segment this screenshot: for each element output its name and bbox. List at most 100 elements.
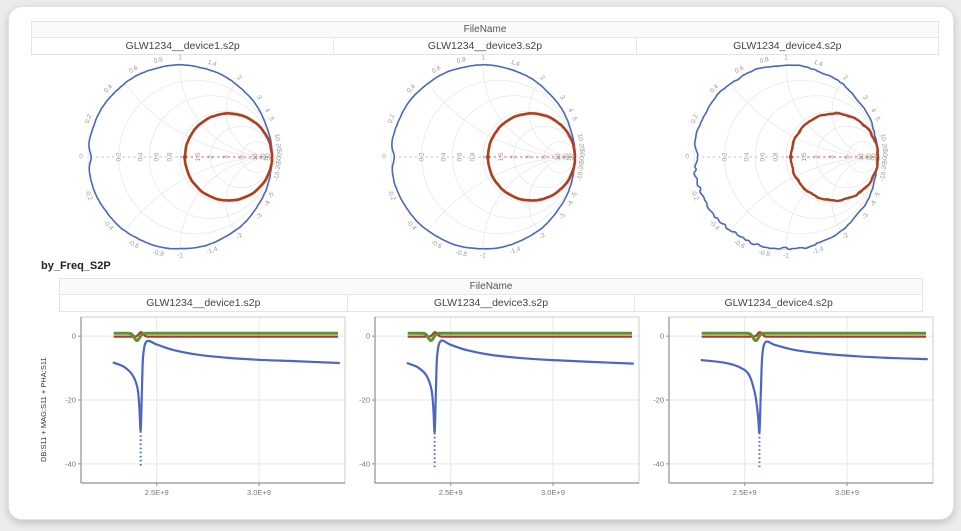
svg-text:-5: -5 (570, 191, 579, 199)
svg-text:0: 0 (660, 332, 664, 341)
svg-text:0: 0 (72, 332, 76, 341)
smith-plot-svg: 00.20.40.60.8 11.42345102050-0.2-0.4-0.6-… (79, 55, 283, 260)
svg-text:1: 1 (784, 55, 788, 62)
svg-text:0.2: 0.2 (115, 152, 122, 161)
svg-text:1.4: 1.4 (207, 59, 218, 69)
svg-text:50: 50 (578, 149, 585, 157)
smith-column-headers: GLW1234__device1.s2p GLW1234__device3.s2… (32, 38, 938, 54)
svg-text:4: 4 (263, 107, 271, 114)
smith-plot-svg: 00.20.40.60.8 11.42345102050-0.2-0.4-0.6-… (685, 55, 889, 260)
freq-column-headers: GLW1234__device1.s2p GLW1234__device3.s2… (60, 295, 922, 311)
svg-text:1: 1 (481, 55, 485, 62)
svg-text:0: 0 (685, 154, 689, 161)
svg-text:0.4: 0.4 (137, 152, 144, 161)
svg-text:-20: -20 (359, 396, 370, 405)
freq-column-device4[interactable]: GLW1234_device4.s2p (724, 297, 833, 309)
smith-column-device4[interactable]: GLW1234_device4.s2p (733, 40, 842, 52)
smith-chart-1[interactable]: 0 0.2 0.4 0.6 0.8 1 1.4 2 3 4 5 10 20 50 -0.2 -0.4 -0.6-… (29, 55, 332, 261)
svg-text:1.5: 1.5 (498, 152, 505, 161)
svg-text:-1.4: -1.4 (509, 246, 522, 256)
smith-column-device1[interactable]: GLW1234__device1.s2p (32, 38, 335, 54)
svg-text:2.5E+9: 2.5E+9 (733, 488, 757, 497)
svg-text:-2: -2 (538, 232, 547, 241)
svg-text:-20: -20 (881, 162, 889, 172)
svg-text:0: 0 (79, 154, 83, 161)
freq-y-axis-label: DB:S11 + MAG:S11 + PHA:S11 (39, 357, 48, 462)
svg-text:10: 10 (252, 153, 259, 161)
svg-text:0.2: 0.2 (84, 113, 94, 124)
svg-text:0.8: 0.8 (456, 56, 467, 65)
svg-text:0.2: 0.2 (721, 152, 728, 161)
svg-text:-0.8: -0.8 (758, 249, 771, 258)
svg-text:5: 5 (267, 116, 275, 122)
svg-text:0.8: 0.8 (773, 152, 780, 161)
freq-plot-3[interactable]: 0 -20 -40 2.5E+9 3.0E+9 (645, 310, 939, 504)
svg-text:-50: -50 (578, 156, 585, 166)
svg-text:-0.6: -0.6 (430, 239, 444, 251)
svg-text:10: 10 (858, 153, 865, 161)
smith-filename-table: FileName GLW1234__device1.s2p GLW1234__d… (31, 21, 939, 55)
svg-text:-1: -1 (177, 253, 183, 260)
svg-text:-10: -10 (273, 171, 282, 182)
svg-text:-3: -3 (255, 212, 264, 221)
svg-text:-20: -20 (275, 162, 283, 172)
svg-text:0.6: 0.6 (457, 152, 464, 161)
svg-text:0.6: 0.6 (154, 152, 161, 161)
svg-text:50: 50 (881, 149, 888, 157)
freq-plot-2[interactable]: 0 -20 -40 2.5E+9 3.0E+9 (351, 310, 645, 504)
svg-text:3.0E+9: 3.0E+9 (541, 488, 565, 497)
freq-table-header: FileName (60, 279, 922, 295)
section-title-by-freq-s2p[interactable]: by_Freq_S2P (41, 260, 111, 272)
svg-text:3: 3 (829, 155, 836, 159)
svg-text:5: 5 (541, 155, 548, 159)
svg-text:0.4: 0.4 (103, 83, 115, 95)
svg-text:0.2: 0.2 (387, 113, 397, 124)
svg-text:5: 5 (844, 155, 851, 159)
svg-text:2: 2 (510, 155, 517, 159)
svg-text:0.6: 0.6 (760, 152, 767, 161)
freq-plot-svg: 0 -20 -40 2.5E+9 3.0E+9 (653, 316, 934, 497)
svg-text:-40: -40 (65, 459, 76, 468)
svg-text:-1: -1 (480, 253, 486, 260)
svg-text:2: 2 (539, 74, 546, 82)
svg-text:0.6: 0.6 (128, 64, 140, 75)
svg-text:2: 2 (236, 74, 243, 82)
svg-text:5: 5 (873, 116, 881, 122)
svg-text:-5: -5 (873, 191, 882, 199)
svg-text:-50: -50 (275, 156, 282, 166)
smith-chart-3[interactable]: 0 0.2 0.4 0.6 0.8 1 1.4 2 3 4 5 10 20 50 -0.2 -0.4 -0.6-… (635, 55, 938, 261)
smith-column-device3[interactable]: GLW1234__device3.s2p (334, 38, 637, 54)
smith-chart-row: 0 0.2 0.4 0.6 0.8 1 1.4 2 3 4 5 10 20 50 -0.2 -0.4 -0.6-… (29, 55, 938, 261)
freq-column-device1[interactable]: GLW1234__device1.s2p (60, 295, 348, 311)
svg-text:0.4: 0.4 (709, 83, 721, 95)
svg-text:50: 50 (265, 153, 272, 161)
svg-text:4: 4 (566, 107, 574, 114)
svg-text:1.5: 1.5 (195, 152, 202, 161)
smith-chart-2[interactable]: 0 0.2 0.4 0.6 0.8 1 1.4 2 3 4 5 10 20 50 -0.2 -0.4 -0.6-… (332, 55, 635, 261)
svg-text:-5: -5 (267, 191, 276, 199)
svg-text:-0.2: -0.2 (386, 189, 397, 202)
svg-text:10: 10 (576, 133, 584, 142)
svg-text:0.8: 0.8 (759, 56, 770, 65)
svg-text:0.2: 0.2 (690, 113, 700, 124)
svg-text:3: 3 (526, 155, 533, 159)
svg-text:-0.6: -0.6 (127, 239, 141, 251)
svg-text:3.0E+9: 3.0E+9 (247, 488, 271, 497)
freq-column-device3[interactable]: GLW1234__device3.s2p (348, 295, 636, 311)
svg-text:2: 2 (842, 74, 849, 82)
svg-text:2: 2 (207, 155, 214, 159)
freq-plot-1[interactable]: 0 -20 -40 2.5E+9 3.0E+9 (57, 310, 351, 504)
svg-text:-2: -2 (841, 232, 850, 241)
svg-text:4: 4 (869, 107, 877, 114)
svg-text:0.8: 0.8 (470, 152, 477, 161)
svg-text:-40: -40 (653, 459, 664, 468)
svg-text:0: 0 (366, 332, 370, 341)
report-card: FileName GLW1234__device1.s2p GLW1234__d… (8, 6, 954, 520)
svg-text:10: 10 (879, 133, 887, 142)
smith-table-header: FileName (32, 22, 938, 38)
svg-text:3: 3 (558, 94, 566, 101)
svg-text:10: 10 (555, 153, 562, 161)
svg-text:-0.8: -0.8 (152, 249, 165, 258)
svg-text:0.4: 0.4 (743, 152, 750, 161)
freq-plot-svg: 0 -20 -40 2.5E+9 3.0E+9 (65, 316, 346, 497)
